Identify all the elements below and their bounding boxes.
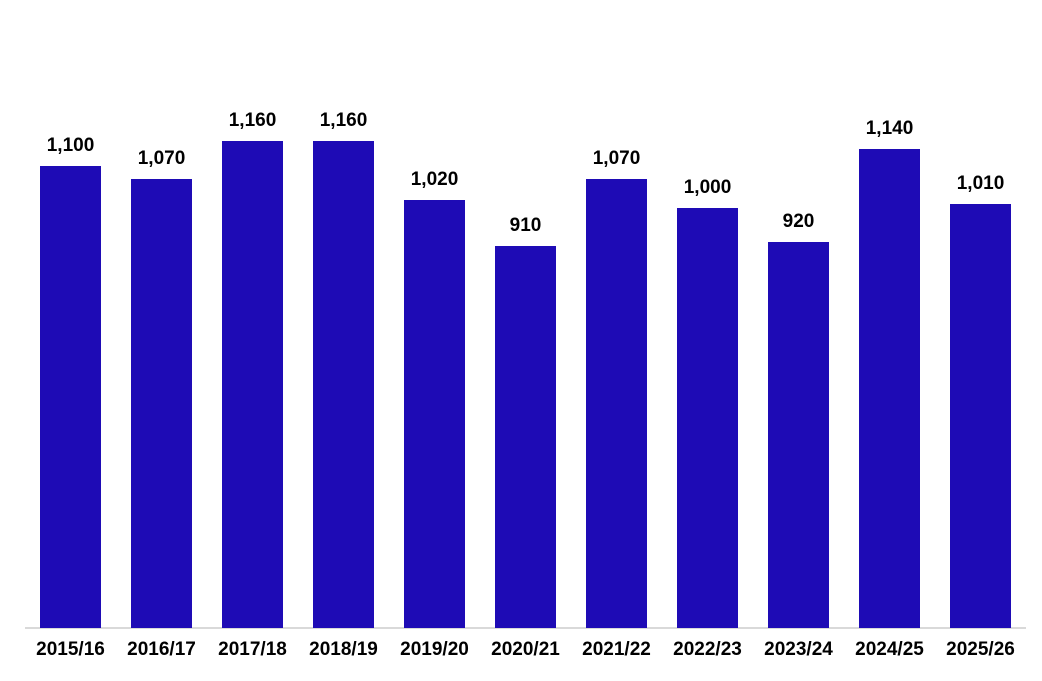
bar-2019-20 [404,200,465,628]
bar-2017-18 [222,141,283,628]
bar-value-label: 910 [509,215,542,236]
x-axis-line [25,627,1026,629]
x-axis-tick-label: 2019/20 [400,639,469,660]
bar-2018-19 [313,141,374,628]
bar-2023-24 [768,242,829,628]
x-axis-tick-label: 2020/21 [491,639,560,660]
x-axis-tick-label: 2023/24 [764,639,833,660]
bar-2021-22 [586,179,647,628]
x-axis-tick-label: 2015/16 [36,639,105,660]
bar-value-label: 1,070 [592,148,641,169]
x-axis-tick-label: 2022/23 [673,639,742,660]
x-axis-tick-label: 2016/17 [127,639,196,660]
bar-value-label: 1,010 [956,173,1005,194]
bar-value-label: 1,020 [410,169,459,190]
bar-value-label: 1,160 [319,110,368,131]
bar-value-label: 1,160 [228,110,277,131]
bar-2024-25 [859,149,920,628]
bar-2022-23 [677,208,738,628]
bar-value-label: 920 [782,211,815,232]
bar-2025-26 [950,204,1011,628]
bar-2015-16 [40,166,101,628]
bar-2016-17 [131,179,192,628]
x-axis-tick-label: 2024/25 [855,639,924,660]
x-axis-tick-label: 2025/26 [946,639,1015,660]
bar-value-label: 1,070 [137,148,186,169]
bar-value-label: 1,100 [46,135,95,156]
x-axis-tick-label: 2018/19 [309,639,378,660]
bar-value-label: 1,000 [683,177,732,198]
bar-value-label: 1,140 [865,118,914,139]
bar-2020-21 [495,246,556,628]
x-axis-tick-label: 2017/18 [218,639,287,660]
x-axis-tick-label: 2021/22 [582,639,651,660]
